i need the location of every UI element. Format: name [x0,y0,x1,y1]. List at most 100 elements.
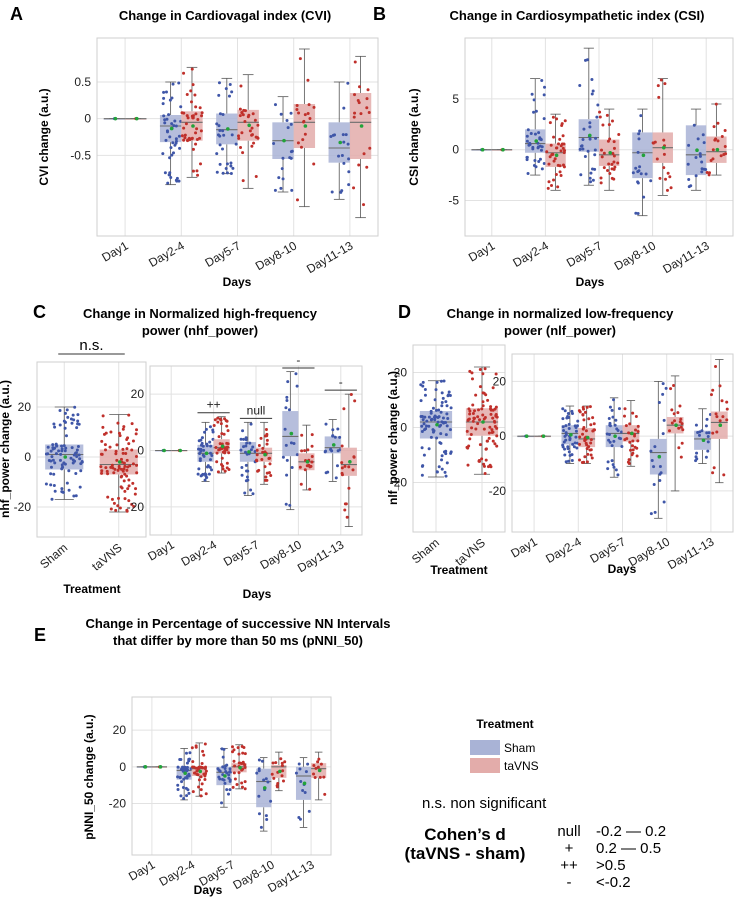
data-point [480,407,484,411]
y-tick-label: 0.5 [74,75,91,89]
data-point [310,444,314,448]
data-point [281,156,285,160]
x-tick-label: Day1 [99,238,131,264]
data-point [173,143,177,147]
data-point [200,111,204,115]
data-point [495,444,499,448]
data-point [66,415,70,419]
data-point [285,399,289,403]
data-point [526,128,530,132]
data-point [222,133,226,137]
data-point [134,455,138,459]
data-point [433,418,437,422]
data-point [184,751,188,755]
data-point [552,159,556,163]
data-point [583,410,587,414]
data-point [485,439,489,443]
data-point [420,414,424,418]
data-point [561,407,565,411]
data-point [698,154,702,158]
data-point [707,173,711,177]
data-point [329,135,333,139]
data-point [168,156,172,160]
data-point [554,172,558,176]
data-point [123,497,127,501]
data-point [486,398,490,402]
data-point [229,161,233,165]
data-point [212,423,216,427]
x-tick-label: Day5-7 [202,238,243,270]
data-point [526,171,530,175]
data-point [642,195,646,199]
data-point [610,119,614,123]
data-point [114,449,118,453]
data-point [125,474,129,478]
chart-title: that differ by more than 50 ms (pNNI_50) [113,633,363,648]
data-point [565,416,569,420]
data-point [63,462,67,466]
data-point [280,764,284,768]
data-point [658,472,662,476]
y-tick-label: -20 [489,484,507,498]
data-point [698,430,702,434]
data-point [579,144,583,148]
data-point [638,129,642,133]
data-point [573,441,577,445]
data-point [257,767,261,771]
data-point [72,453,76,457]
data-point [201,453,205,457]
data-point [78,457,82,461]
data-point [612,140,616,144]
data-point [608,423,612,427]
data-point [124,452,128,456]
data-point [297,815,301,819]
data-point [425,419,429,423]
data-point [568,453,572,457]
data-point [265,442,269,446]
x-tick-label: Day2-4 [510,238,551,270]
data-point [589,180,593,184]
cohen-row-symbol: - [567,874,572,891]
data-point [359,112,363,116]
data-point [466,463,470,467]
data-point [599,176,603,180]
data-point [607,123,611,127]
data-point [606,168,610,172]
data-point [279,757,283,761]
data-point [191,147,195,151]
data-point [476,422,480,426]
mean-marker [262,786,267,790]
data-point [255,453,259,457]
data-point [566,447,570,451]
data-point [52,472,56,476]
data-point [718,419,722,423]
data-point [218,112,222,116]
data-point [306,448,310,452]
data-point [180,134,184,138]
data-point [272,776,276,780]
data-point [109,465,113,469]
x-tick-label: Day2-4 [157,857,198,889]
data-point [422,453,426,457]
data-point [218,777,222,781]
data-point [292,442,296,446]
data-point [427,447,431,451]
data-point [489,412,493,416]
data-point [296,141,300,145]
data-point [612,465,616,469]
data-point [711,148,715,152]
data-point [611,151,615,155]
data-point [612,154,616,158]
data-point [616,473,620,477]
data-point [705,431,709,435]
data-point [344,133,348,137]
data-point [49,472,53,476]
data-point [692,123,696,127]
data-point [210,454,214,458]
data-point [49,483,53,487]
data-point [204,473,208,477]
data-point [560,142,564,146]
data-point [228,788,232,792]
data-point [307,103,311,107]
